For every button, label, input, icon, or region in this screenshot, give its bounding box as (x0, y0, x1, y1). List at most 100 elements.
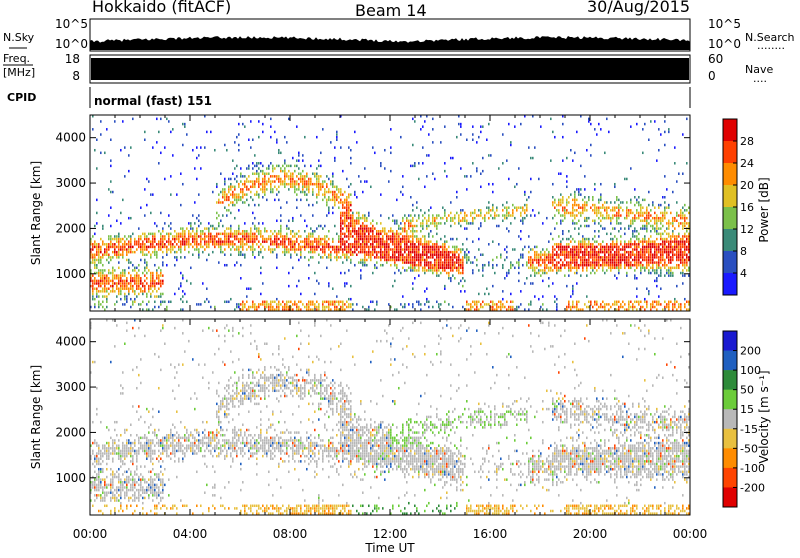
echo-cell (386, 243, 388, 245)
echo-cell (616, 261, 618, 263)
echo-cell (628, 306, 630, 308)
echo-cell (460, 280, 462, 282)
echo-cell (98, 486, 100, 488)
echo-cell (92, 442, 94, 444)
echo-cell (558, 269, 560, 271)
echo-cell (686, 254, 688, 256)
echo-cell (340, 246, 342, 248)
echo-cell (664, 251, 666, 253)
echo-cell (312, 183, 314, 185)
echo-cell (378, 233, 380, 235)
echo-cell (568, 251, 570, 253)
echo-cell (206, 259, 208, 261)
echo-cell (638, 303, 640, 305)
echo-cell (224, 206, 226, 208)
echo-cell (258, 222, 260, 224)
echo-cell (568, 301, 570, 303)
echo-cell (258, 193, 260, 195)
echo-cell (476, 167, 478, 169)
echo-cell (134, 290, 136, 292)
echo-cell (130, 298, 132, 300)
echo-cell (548, 256, 550, 258)
echo-cell (338, 301, 340, 303)
echo-cell (144, 131, 146, 133)
echo-cell (510, 214, 512, 216)
echo-cell (458, 217, 460, 219)
echo-cell (510, 141, 512, 143)
echo-cell (102, 256, 104, 258)
echo-cell (390, 240, 392, 242)
echo-cell (220, 220, 222, 222)
echo-cell (278, 230, 280, 232)
nsearch-dots: ........ (757, 39, 785, 52)
echo-cell (626, 261, 628, 263)
echo-cell (336, 186, 338, 188)
echo-cell (656, 261, 658, 263)
echo-cell (354, 246, 356, 248)
echo-cell (404, 235, 406, 237)
echo-cell (540, 254, 542, 256)
echo-cell (422, 146, 424, 148)
echo-cell (206, 246, 208, 248)
echo-cell (100, 246, 102, 248)
echo-cell (290, 178, 292, 180)
echo-cell (288, 118, 290, 120)
echo-cell (598, 217, 600, 219)
echo-cell (226, 209, 228, 211)
echo-cell (160, 243, 162, 245)
echo-cell (266, 238, 268, 240)
echo-cell (288, 178, 290, 180)
echo-cell (384, 254, 386, 256)
echo-cell (646, 230, 648, 232)
echo-cell (344, 240, 346, 242)
echo-cell (268, 303, 270, 305)
echo-cell (246, 301, 248, 303)
echo-cell (330, 259, 332, 261)
echo-cell (416, 235, 418, 237)
echo-cell (104, 248, 106, 250)
echo-cell (550, 256, 552, 258)
echo-cell (374, 238, 376, 240)
echo-cell (336, 254, 338, 256)
echo-cell (652, 301, 654, 303)
echo-cell (492, 301, 494, 303)
echo-cell (222, 214, 224, 216)
echo-cell (660, 272, 662, 274)
echo-cell (426, 154, 428, 156)
echo-cell (562, 209, 564, 211)
echo-cell (376, 246, 378, 248)
echo-cell (240, 277, 242, 279)
echo-cell (616, 220, 618, 222)
echo-cell (562, 214, 564, 216)
echo-cell (378, 235, 380, 237)
echo-cell (292, 235, 294, 237)
echo-cell (222, 201, 224, 203)
echo-cell (294, 246, 296, 248)
echo-cell (510, 306, 512, 308)
echo-cell (104, 243, 106, 245)
echo-cell (412, 209, 414, 211)
echo-cell (122, 285, 124, 287)
echo-cell (642, 214, 644, 216)
echo-cell (414, 267, 416, 269)
echo-cell (112, 191, 114, 193)
echo-cell (180, 282, 182, 284)
echo-cell (660, 274, 662, 276)
echo-cell (440, 254, 442, 256)
echo-cell (370, 251, 372, 253)
echo-cell (548, 259, 550, 261)
echo-cell (488, 183, 490, 185)
echo-cell (412, 256, 414, 258)
echo-cell (526, 214, 528, 216)
echo-cell (688, 243, 690, 245)
echo-cell (306, 240, 308, 242)
echo-cell (134, 277, 136, 279)
echo-cell (262, 188, 264, 190)
echo-cell (284, 178, 286, 180)
echo-cell (374, 251, 376, 253)
echo-cell (210, 233, 212, 235)
echo-cell (672, 225, 674, 227)
echo-cell (106, 426, 108, 428)
echo-cell (314, 230, 316, 232)
echo-cell (628, 251, 630, 253)
